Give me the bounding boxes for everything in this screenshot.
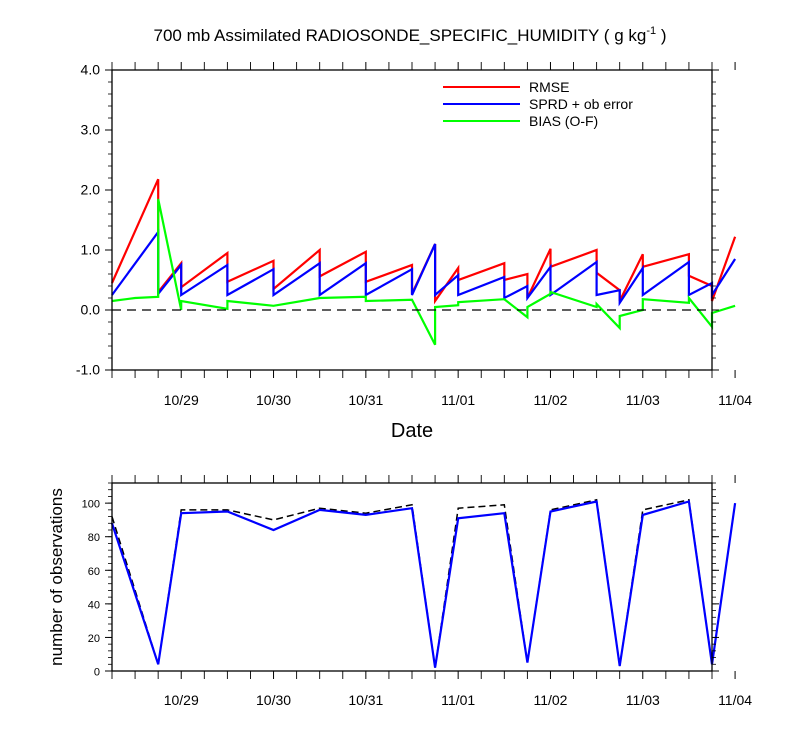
x-tick-label: 11/01	[441, 392, 475, 408]
chart-title: 700 mb Assimilated RADIOSONDE_SPECIFIC_H…	[154, 25, 667, 45]
x-tick-label: 10/29	[164, 392, 199, 408]
bottom-tick-labels: 0 20 40 60 80 100 10/29 10/30 10/31 11/01 11/02 11/…	[82, 499, 753, 708]
chart-title-main: 700 mb Assimilated RADIOSONDE_SPECIFIC_H…	[154, 26, 647, 45]
bottom-panel: 0 20 40 60 80 100 10/29 10/30 10/31 11/01 11/02 11/…	[47, 475, 752, 708]
x-tick-label: 11/02	[533, 692, 567, 708]
y-tick-label: 100	[82, 499, 100, 511]
chart-title-end: )	[656, 26, 666, 45]
series-line-rmse	[110, 178, 737, 305]
bottom-series-layer	[110, 498, 737, 668]
y-tick-label: -1.0	[76, 362, 100, 378]
bottom-ticks-layer	[105, 475, 736, 679]
y-tick-label: 20	[88, 633, 100, 645]
y-tick-label: 2.0	[81, 182, 101, 198]
series-line-observations-possible	[111, 498, 736, 668]
top-tick-labels: -1.0 0.0 1.0 2.0 3.0 4.0 10/29 10/30 10/31 11/01 1…	[76, 62, 752, 409]
top-plot-frame	[111, 69, 713, 371]
y-axis-label: number of observations	[47, 488, 66, 666]
series-line-bias-o-f	[111, 198, 736, 346]
chart-title-exponent: -1	[646, 25, 656, 37]
series-line-sprd-ob-error	[111, 228, 737, 307]
top-ticks-layer	[105, 62, 736, 378]
x-tick-label: 11/02	[533, 392, 567, 408]
x-tick-label: 10/31	[348, 392, 383, 408]
y-tick-label: 4.0	[81, 62, 101, 78]
y-tick-label: 0.0	[81, 302, 101, 318]
x-tick-label: 10/30	[256, 392, 291, 408]
x-tick-label: 11/04	[718, 392, 752, 408]
x-tick-label: 11/03	[626, 692, 660, 708]
top-panel: -1.0 0.0 1.0 2.0 3.0 4.0 10/29 10/30 10/31 11/01 1…	[76, 62, 752, 443]
y-tick-label: 3.0	[81, 122, 101, 138]
x-tick-label: 10/29	[164, 692, 199, 708]
y-tick-label: 40	[88, 599, 100, 611]
series-line-observations-used	[110, 500, 737, 668]
y-tick-label: 80	[88, 532, 100, 544]
x-tick-label: 11/03	[626, 392, 660, 408]
x-tick-label: 10/31	[348, 692, 383, 708]
x-tick-label: 10/30	[256, 692, 291, 708]
legend-label: RMSE	[529, 79, 569, 95]
top-series-layer	[110, 178, 737, 346]
legend-label: SPRD + ob error	[529, 96, 633, 112]
y-tick-label: 1.0	[81, 242, 101, 258]
y-tick-label: 60	[88, 566, 100, 578]
legend-label: BIAS (O-F)	[529, 113, 598, 129]
x-tick-label: 11/04	[718, 692, 752, 708]
x-tick-label: 11/01	[441, 692, 475, 708]
x-axis-label: Date	[391, 420, 433, 442]
y-tick-label: 0	[94, 667, 100, 679]
